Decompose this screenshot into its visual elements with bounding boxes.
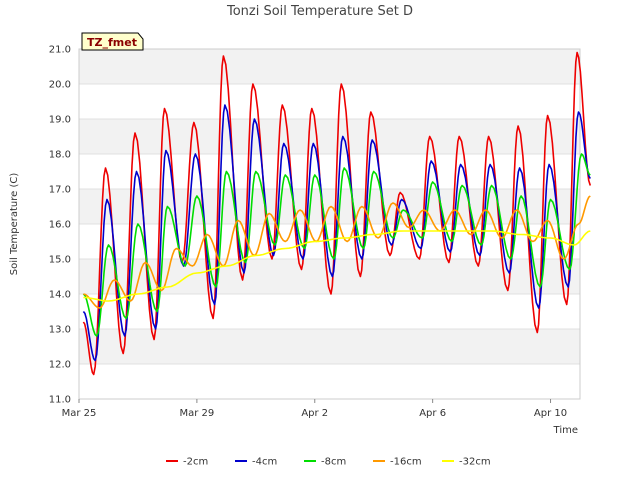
y-tick-label: 16.0 [49, 220, 71, 231]
badge-label: TZ_fmet [87, 36, 137, 49]
tz-fmet-badge: TZ_fmet [81, 32, 144, 51]
x-tick-label: Apr 6 [419, 408, 446, 419]
grid-band [79, 119, 580, 154]
y-tick-label: 12.0 [49, 360, 71, 371]
x-tick-label: Apr 10 [534, 408, 567, 419]
grid-band [79, 189, 580, 224]
y-tick-label: 18.0 [49, 150, 71, 161]
series-lines [82, 51, 592, 376]
legend-entry: -2cm [183, 457, 208, 468]
legend: -2cm -4cm -8cm -16cm -32cm [166, 457, 491, 468]
series-line-32cm [83, 230, 591, 302]
x-tick-label: Apr 2 [301, 408, 328, 419]
chart-title: Tonzi Soil Temperature Set D [226, 4, 413, 19]
series-line-16cm [83, 195, 591, 309]
x-axis-label: Time [553, 425, 578, 436]
y-tick-label: 21.0 [49, 45, 71, 56]
grid-bands [79, 48, 580, 400]
grid-band [79, 49, 580, 84]
x-tick-label: Mar 25 [62, 408, 97, 419]
y-tick-label: 17.0 [49, 185, 71, 196]
legend-entry: -4cm [252, 457, 277, 468]
series-line-2cm [82, 51, 592, 376]
y-tick-label: 14.0 [49, 290, 71, 301]
y-axis-label: Soil Temperature (C) [9, 173, 20, 276]
y-tick-label: 15.0 [49, 255, 71, 266]
legend-entry: -32cm [459, 457, 491, 468]
series-line-8cm [82, 153, 591, 337]
legend-entry: -8cm [321, 457, 346, 468]
y-tick-label: 20.0 [49, 80, 71, 91]
legend-entry: -16cm [390, 457, 422, 468]
y-axis-ticks: 11.0 12.0 13.0 14.0 15.0 16.0 17.0 18.0 19.0 20.0… [49, 45, 71, 406]
y-tick-label: 11.0 [49, 395, 71, 406]
grid-band [79, 329, 580, 364]
y-tick-label: 13.0 [49, 325, 71, 336]
x-tick-label: Mar 29 [179, 408, 214, 419]
series-line-4cm [82, 104, 591, 362]
plot-frame [78, 48, 581, 400]
x-axis-ticks: Mar 25 Mar 29 Apr 2 Apr 6 Apr 10 [62, 399, 567, 419]
badge-box [81, 32, 144, 51]
y-tick-label: 19.0 [49, 115, 71, 126]
